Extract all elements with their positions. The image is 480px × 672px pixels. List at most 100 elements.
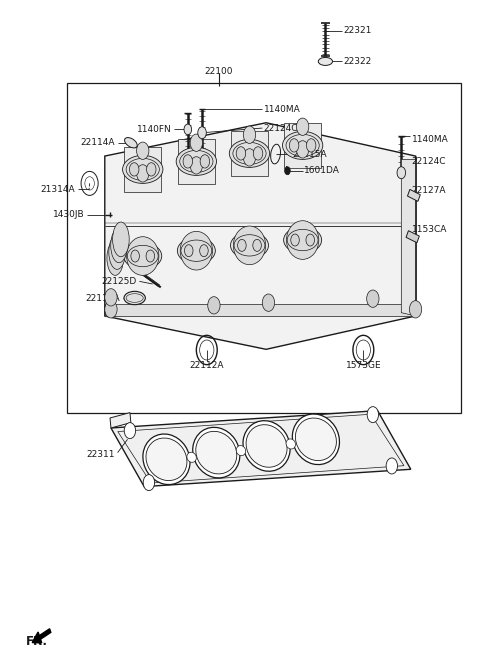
Ellipse shape (236, 446, 246, 456)
Ellipse shape (122, 155, 163, 183)
Circle shape (297, 140, 309, 158)
Ellipse shape (180, 231, 213, 270)
Circle shape (367, 407, 379, 423)
Circle shape (397, 167, 406, 179)
Circle shape (130, 163, 139, 176)
Ellipse shape (127, 237, 159, 276)
Text: 1140MA: 1140MA (264, 105, 300, 114)
Circle shape (124, 423, 136, 439)
Circle shape (238, 239, 246, 251)
Polygon shape (105, 304, 416, 316)
Ellipse shape (124, 243, 162, 269)
Ellipse shape (107, 241, 123, 276)
Circle shape (143, 474, 155, 491)
Ellipse shape (284, 226, 322, 253)
Ellipse shape (318, 57, 333, 65)
Circle shape (243, 149, 256, 166)
Ellipse shape (243, 421, 290, 471)
Circle shape (262, 294, 275, 311)
Text: 22113A: 22113A (86, 294, 120, 302)
Ellipse shape (229, 139, 270, 167)
Text: 1430JB: 1430JB (53, 210, 85, 219)
Text: 22124C: 22124C (264, 124, 298, 132)
Circle shape (190, 134, 203, 151)
FancyBboxPatch shape (67, 83, 461, 413)
Circle shape (184, 245, 193, 257)
Circle shape (137, 142, 149, 159)
Text: 22125D: 22125D (102, 277, 137, 286)
Circle shape (184, 124, 192, 134)
Ellipse shape (176, 147, 216, 175)
Text: 22321: 22321 (343, 26, 372, 35)
Circle shape (306, 234, 314, 246)
Circle shape (183, 155, 192, 168)
Ellipse shape (178, 237, 216, 264)
Ellipse shape (192, 427, 240, 478)
Circle shape (291, 234, 300, 246)
Text: 1573GE: 1573GE (346, 361, 381, 370)
Ellipse shape (124, 292, 145, 304)
Polygon shape (105, 123, 416, 349)
Text: 22115A: 22115A (292, 150, 327, 159)
FancyArrow shape (32, 629, 51, 643)
Ellipse shape (196, 431, 237, 474)
Circle shape (297, 118, 309, 135)
Ellipse shape (287, 220, 319, 259)
Text: 22322: 22322 (343, 57, 372, 66)
Polygon shape (408, 190, 420, 202)
Ellipse shape (111, 228, 127, 263)
Text: 1140MA: 1140MA (412, 135, 448, 144)
Circle shape (253, 239, 261, 251)
Text: 22127A: 22127A (412, 186, 446, 195)
Polygon shape (178, 138, 215, 184)
Polygon shape (124, 146, 161, 192)
Polygon shape (401, 159, 416, 316)
Circle shape (409, 300, 422, 318)
Polygon shape (110, 413, 131, 428)
Ellipse shape (292, 414, 339, 464)
Circle shape (285, 167, 290, 175)
Circle shape (198, 127, 206, 138)
Polygon shape (231, 131, 268, 176)
Ellipse shape (230, 232, 268, 259)
Circle shape (289, 138, 299, 152)
Text: 22311: 22311 (87, 450, 115, 459)
Text: 22114A: 22114A (81, 138, 115, 147)
Ellipse shape (146, 438, 187, 480)
Ellipse shape (282, 132, 323, 159)
Circle shape (105, 289, 117, 306)
Text: 1153CA: 1153CA (412, 225, 447, 234)
Text: 1140FN: 1140FN (136, 125, 171, 134)
Circle shape (131, 250, 139, 262)
Circle shape (200, 245, 208, 257)
Text: FR.: FR. (25, 635, 48, 648)
Ellipse shape (246, 425, 287, 467)
Text: 21314A: 21314A (41, 185, 75, 194)
Ellipse shape (286, 439, 296, 449)
Ellipse shape (113, 222, 129, 257)
Circle shape (137, 165, 149, 182)
Circle shape (146, 163, 156, 176)
Circle shape (200, 155, 210, 168)
Polygon shape (406, 230, 420, 243)
Circle shape (253, 146, 263, 160)
Ellipse shape (143, 434, 190, 485)
Circle shape (190, 157, 203, 174)
Circle shape (306, 138, 316, 152)
Polygon shape (284, 123, 321, 168)
Ellipse shape (295, 418, 336, 460)
Circle shape (243, 126, 256, 143)
Circle shape (386, 458, 397, 474)
Circle shape (367, 290, 379, 307)
Text: 22100: 22100 (204, 67, 233, 76)
Ellipse shape (124, 138, 137, 148)
Ellipse shape (187, 452, 196, 462)
Text: 1601DA: 1601DA (304, 166, 340, 175)
Circle shape (208, 296, 220, 314)
Text: 22112A: 22112A (190, 361, 224, 370)
Ellipse shape (109, 235, 125, 269)
Circle shape (105, 300, 117, 318)
Circle shape (146, 250, 155, 262)
Ellipse shape (233, 226, 265, 265)
Polygon shape (111, 411, 411, 487)
